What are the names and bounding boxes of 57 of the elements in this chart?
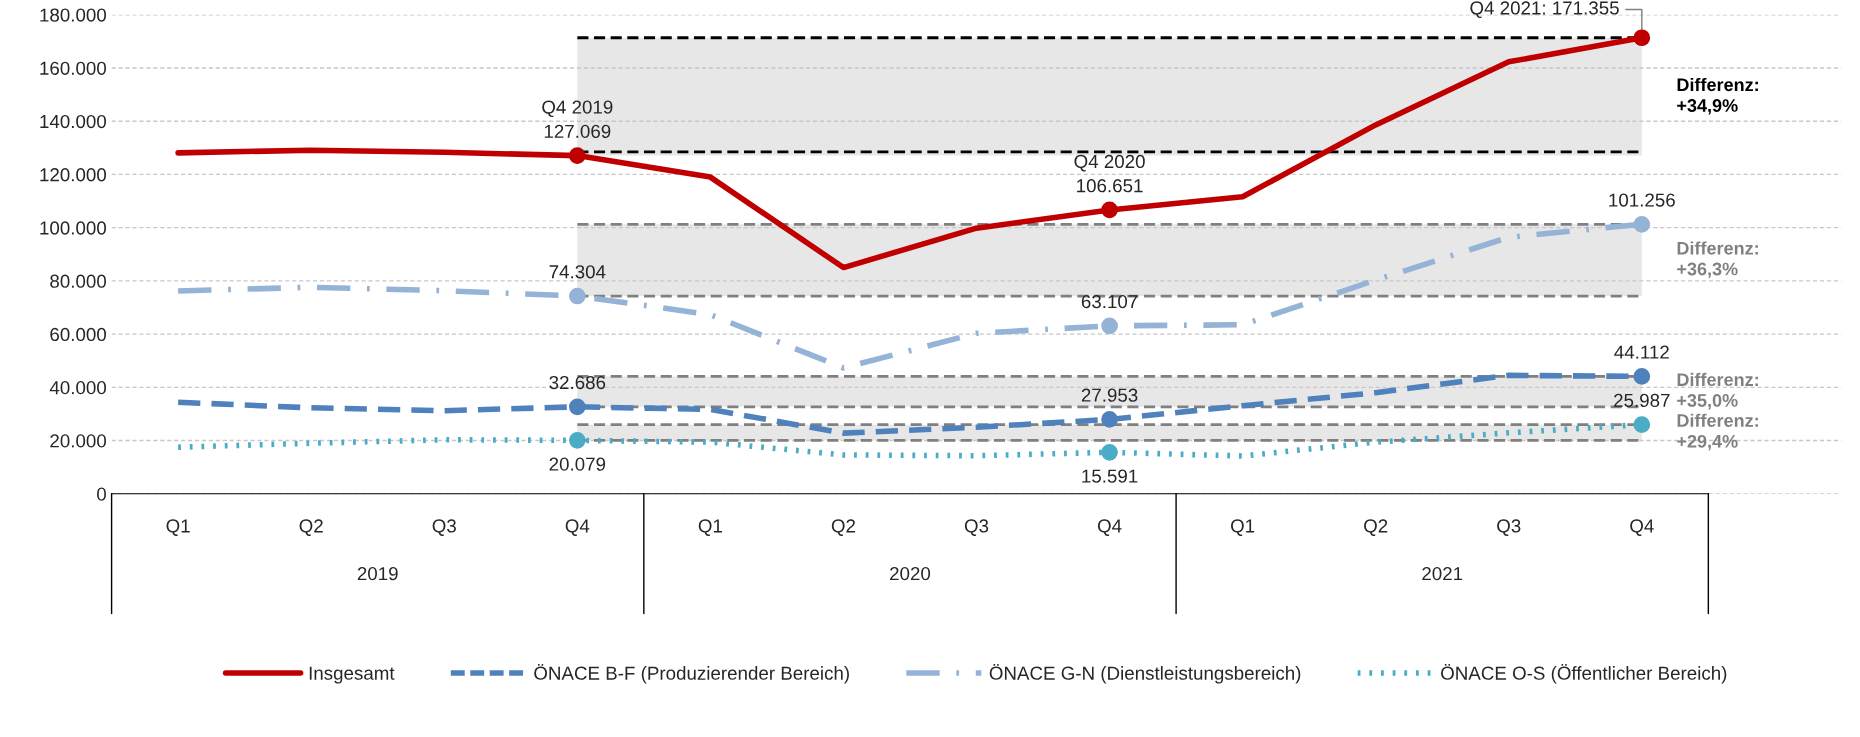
- x-tick-label: Q4: [1630, 519, 1654, 536]
- y-tick-label: 100.000: [40, 221, 107, 235]
- data-label: 101.256: [1609, 193, 1675, 207]
- y-tick-label: 160.000: [40, 61, 107, 75]
- point: [1101, 201, 1118, 219]
- data-label: 44.112: [1614, 345, 1669, 359]
- y-tick-label: 120.000: [40, 168, 107, 182]
- data-label: Q4 2020 106.651: [1074, 154, 1145, 193]
- text: 2020: [890, 566, 931, 581]
- x-tick-label: Q3: [1497, 519, 1521, 536]
- x-tick-label: Q2: [831, 519, 855, 536]
- point: [1633, 29, 1651, 47]
- data-label: 20.079: [549, 457, 606, 471]
- text: 2019: [357, 566, 398, 581]
- point: [1633, 416, 1651, 433]
- x-tick-label: Q4: [1097, 519, 1122, 536]
- y-tick-label: 140.000: [40, 114, 107, 129]
- data-label: 32.686: [549, 375, 606, 390]
- legend-label: Insgesamt: [309, 666, 395, 684]
- x-tick-label: Q1: [166, 519, 190, 536]
- point: [568, 398, 586, 416]
- y-tick-label: 60.000: [50, 327, 107, 342]
- legend-label: ÖNACE O-S (Öffentlicher Bereich): [1441, 663, 1727, 684]
- x-tick-label: Q3: [432, 519, 456, 536]
- point: [1101, 317, 1118, 335]
- data-label: Q4 2019 127.069: [542, 100, 613, 139]
- point: [1633, 215, 1651, 233]
- x-tick-label: Q2: [1364, 519, 1388, 536]
- x-tick-label: Q4: [565, 519, 590, 536]
- data-label: 25.987: [1614, 393, 1670, 408]
- point: [1101, 411, 1118, 428]
- point: [568, 147, 586, 164]
- data-label: 63.107: [1081, 294, 1138, 309]
- point: [568, 432, 586, 449]
- x-tick-label: Q3: [964, 519, 989, 536]
- data-label: 27.953: [1081, 388, 1138, 402]
- band-label: Differenz: +36,3%: [1677, 241, 1758, 279]
- band-label: Differenz: +35,0%: [1677, 372, 1758, 410]
- legend-label: ÖNACE B-F (Produzierender Bereich): [534, 663, 849, 684]
- y-tick-label: 180.000: [40, 8, 107, 22]
- x-tick-label: Q2: [299, 519, 323, 536]
- point: [568, 287, 586, 305]
- data-label: Q4 2021: 171.355: [1470, 1, 1619, 18]
- x-tick-label: Q1: [1231, 519, 1255, 536]
- y-tick-label: 80.000: [50, 274, 107, 288]
- y-tick-label: 40.000: [49, 381, 107, 395]
- band-label: Differenz: +34,9%: [1677, 77, 1758, 115]
- y-tick-label: 20.000: [50, 434, 107, 448]
- x-tick-label: Q1: [698, 519, 722, 536]
- point: [1633, 368, 1651, 385]
- point: [1101, 443, 1118, 461]
- data-label: 15.591: [1082, 469, 1138, 483]
- data-label: 74.304: [549, 265, 606, 279]
- legend-label: ÖNACE G-N (Dienstleistungsbereich): [989, 663, 1301, 684]
- text: 2021: [1422, 566, 1463, 581]
- band-label: Differenz: +29,4%: [1677, 413, 1758, 451]
- y-tick-label: 0: [97, 487, 107, 501]
